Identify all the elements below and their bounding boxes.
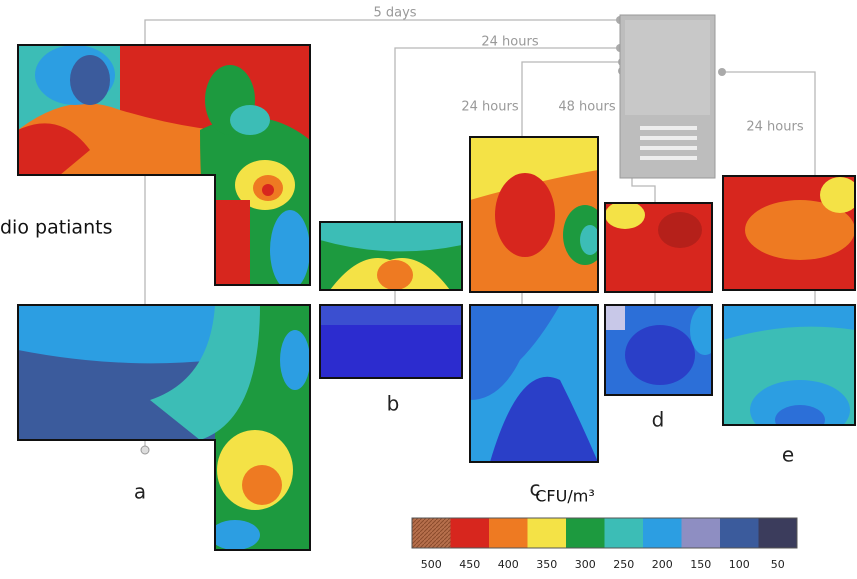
legend-swatch [566, 518, 605, 548]
legend-border [411, 517, 798, 549]
side-label: dio patiants [0, 217, 112, 239]
legend-label: 200 [652, 558, 673, 571]
legend-title: CFU/m³ [535, 487, 594, 506]
legend-swatch [720, 518, 759, 548]
color-legend: 500 450 400 350 300 250 200 150 100 50 [411, 517, 798, 571]
connector-label: 5 days [373, 6, 416, 21]
panel-label: b [387, 392, 400, 416]
map-e-before [723, 176, 855, 290]
legend-label: 150 [690, 558, 711, 571]
connector-label: 24 hours [481, 35, 538, 50]
legend-swatch [527, 518, 566, 548]
map-d-after [605, 305, 712, 395]
panel-label: c [530, 477, 541, 501]
legend-swatch [604, 518, 643, 548]
map-a-before [18, 45, 310, 285]
legend-swatch [412, 518, 451, 548]
map-b-before [320, 222, 462, 290]
connector-label: 48 hours [558, 100, 615, 115]
map-d-before [605, 203, 712, 292]
legend-label: 400 [498, 558, 519, 571]
legend-label: 250 [613, 558, 634, 571]
connector-label: 24 hours [746, 120, 803, 135]
map-c-after [470, 305, 598, 462]
panel-label: e [782, 443, 794, 467]
air-sampler [619, 14, 716, 179]
panel-label: a [134, 480, 146, 504]
legend-label: 350 [536, 558, 557, 571]
panel-label: d [652, 408, 665, 432]
map-b-after [320, 305, 462, 378]
legend-label: 500 [421, 558, 442, 571]
legend-swatch [450, 518, 489, 548]
legend-swatch [643, 518, 682, 548]
legend-label: 450 [459, 558, 480, 571]
legend-swatch [758, 518, 797, 548]
legend-label: 50 [771, 558, 785, 571]
map-a-after [18, 305, 310, 550]
connector-label: 24 hours [461, 100, 518, 115]
map-c-before [470, 137, 598, 292]
legend-label: 300 [575, 558, 596, 571]
map-e-after [723, 305, 855, 425]
legend-swatch [489, 518, 528, 548]
legend-label: 100 [729, 558, 750, 571]
legend-swatch [681, 518, 720, 548]
